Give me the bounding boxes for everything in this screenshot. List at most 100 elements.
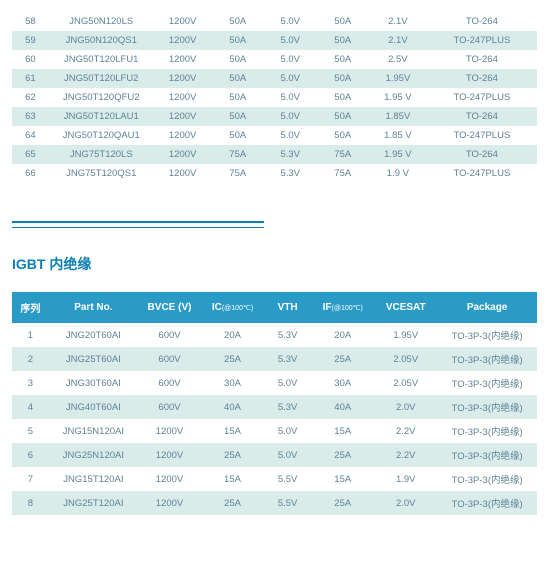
table-cell: 600V xyxy=(138,371,201,395)
table-cell: 25A xyxy=(201,443,264,467)
table-cell: 1200V xyxy=(154,31,212,50)
table-cell: 1200V xyxy=(154,12,212,31)
table-cell: 2.2V xyxy=(374,443,437,467)
table-cell: JNG50N120LS xyxy=(49,12,154,31)
table-cell: 50A xyxy=(212,50,265,69)
table-cell: 1200V xyxy=(154,145,212,164)
table-cell: TO-264 xyxy=(427,50,537,69)
table-row: 63JNG50T120LAU11200V50A5.0V50A1.85VTO-26… xyxy=(12,107,537,126)
table-cell: 20A xyxy=(311,323,374,347)
table-cell: 5.3V xyxy=(264,164,317,183)
column-header: VCESAT xyxy=(374,292,437,323)
table-cell: TO-3P-3(内绝缘) xyxy=(437,419,537,443)
table-cell: 50A xyxy=(317,107,370,126)
table-cell: JNG50T120QAU1 xyxy=(49,126,154,145)
table-cell: 30A xyxy=(201,371,264,395)
table-cell: 62 xyxy=(12,88,49,107)
table-cell: 5.0V xyxy=(264,31,317,50)
table-cell: 5.0V xyxy=(264,88,317,107)
table-cell: JNG15N120AI xyxy=(49,419,138,443)
table-row: 7JNG15T120AI1200V15A5.5V15A1.9VTO-3P-3(内… xyxy=(12,467,537,491)
table-row: 5JNG15N120AI1200V15A5.0V15A2.2VTO-3P-3(内… xyxy=(12,419,537,443)
table-cell: 2.0V xyxy=(374,395,437,419)
table-cell: 75A xyxy=(212,164,265,183)
table-cell: 5.3V xyxy=(264,395,311,419)
table-cell: 50A xyxy=(212,107,265,126)
table-cell: 1.95 V xyxy=(369,145,427,164)
table-cell: TO-3P-3(内绝缘) xyxy=(437,443,537,467)
table-cell: 1.95V xyxy=(374,323,437,347)
table-cell: 5.0V xyxy=(264,443,311,467)
table-cell: 25A xyxy=(311,491,374,515)
table-cell: 1200V xyxy=(154,107,212,126)
table-cell: JNG50N120QS1 xyxy=(49,31,154,50)
table-cell: 5.0V xyxy=(264,419,311,443)
table-cell: TO-264 xyxy=(427,107,537,126)
column-header: IF(@100℃) xyxy=(311,292,374,323)
table-row: 6JNG25N120AI1200V25A5.0V25A2.2VTO-3P-3(内… xyxy=(12,443,537,467)
table-cell: 4 xyxy=(12,395,49,419)
table-cell: 15A xyxy=(311,467,374,491)
table-cell: 60 xyxy=(12,50,49,69)
table-cell: 2.1V xyxy=(369,31,427,50)
table-cell: 6 xyxy=(12,443,49,467)
table-cell: 50A xyxy=(212,12,265,31)
table-cell: JNG30T60AI xyxy=(49,371,138,395)
table-cell: 600V xyxy=(138,395,201,419)
table-cell: 15A xyxy=(311,419,374,443)
table-cell: 58 xyxy=(12,12,49,31)
table-cell: 50A xyxy=(212,69,265,88)
column-header: IC(@100℃) xyxy=(201,292,264,323)
table-cell: 1200V xyxy=(138,419,201,443)
table-cell: 5.0V xyxy=(264,12,317,31)
table-cell: 64 xyxy=(12,126,49,145)
table-row: 3JNG30T60AI600V30A5.0V30A2.05VTO-3P-3(内绝… xyxy=(12,371,537,395)
table-cell: TO-247PLUS xyxy=(427,164,537,183)
table-cell: 2.1V xyxy=(369,12,427,31)
section-divider-thick xyxy=(12,221,264,223)
table-cell: 5.0V xyxy=(264,50,317,69)
table-cell: 5.3V xyxy=(264,323,311,347)
table-cell: TO-247PLUS xyxy=(427,31,537,50)
table-cell: 50A xyxy=(212,31,265,50)
table-cell: 50A xyxy=(317,69,370,88)
table-row: 61JNG50T120LFU21200V50A5.0V50A1.95VTO-26… xyxy=(12,69,537,88)
table-cell: TO-3P-3(内绝缘) xyxy=(437,347,537,371)
table-cell: 2 xyxy=(12,347,49,371)
column-header: 序列 xyxy=(12,292,49,323)
spec-table-igbt: 序列Part No.BVCE (V)IC(@100℃)VTHIF(@100℃)V… xyxy=(12,292,537,515)
table-cell: JNG75T120LS xyxy=(49,145,154,164)
table-cell: 1.9 V xyxy=(369,164,427,183)
table-cell: 75A xyxy=(212,145,265,164)
table-cell: 61 xyxy=(12,69,49,88)
table-cell: 5.0V xyxy=(264,107,317,126)
table-cell: 40A xyxy=(311,395,374,419)
table-cell: 50A xyxy=(212,126,265,145)
table-cell: 50A xyxy=(317,88,370,107)
table-row: 66JNG75T120QS11200V75A5.3V75A1.9 VTO-247… xyxy=(12,164,537,183)
table-cell: TO-264 xyxy=(427,12,537,31)
table-cell: 65 xyxy=(12,145,49,164)
table-cell: 1200V xyxy=(154,50,212,69)
table-cell: 1.85V xyxy=(369,107,427,126)
table-cell: TO-3P-3(内绝缘) xyxy=(437,371,537,395)
table-cell: 2.2V xyxy=(374,419,437,443)
table-cell: 5.0V xyxy=(264,69,317,88)
table-cell: JNG75T120QS1 xyxy=(49,164,154,183)
column-header: Package xyxy=(437,292,537,323)
table-cell: 75A xyxy=(317,164,370,183)
table-cell: 1200V xyxy=(154,164,212,183)
table-cell: 1200V xyxy=(154,88,212,107)
table-cell: 1.95V xyxy=(369,69,427,88)
table-cell: TO-264 xyxy=(427,145,537,164)
table-row: 64JNG50T120QAU11200V50A5.0V50A1.85 VTO-2… xyxy=(12,126,537,145)
table-cell: 1.85 V xyxy=(369,126,427,145)
table-cell: 5.3V xyxy=(264,145,317,164)
table-cell: JNG50T120LFU1 xyxy=(49,50,154,69)
table-cell: TO-264 xyxy=(427,69,537,88)
table-cell: 2.05V xyxy=(374,371,437,395)
table-row: 8JNG25T120AI1200V25A5.5V25A2.0VTO-3P-3(内… xyxy=(12,491,537,515)
table-cell: 2.0V xyxy=(374,491,437,515)
table-cell: 1200V xyxy=(154,126,212,145)
section-title: IGBT 内绝缘 xyxy=(12,254,537,274)
